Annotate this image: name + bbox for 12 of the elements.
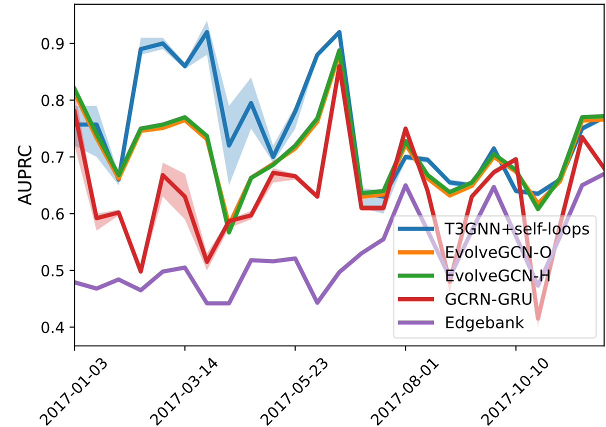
y-tick-label: 0.8 bbox=[42, 94, 64, 106]
y-tick-label: 0.9 bbox=[42, 38, 64, 50]
legend-label: EvolveGCN-H bbox=[446, 269, 550, 282]
legend-label: Edgebank bbox=[446, 316, 524, 332]
y-tick-label: 0.4 bbox=[42, 322, 64, 334]
y-axis-title: AUPRC bbox=[18, 146, 32, 206]
legend-label: EvolveGCN-O bbox=[446, 246, 552, 258]
legend-label: GCRN-GRU bbox=[446, 292, 532, 305]
y-tick-label: 0.6 bbox=[42, 208, 64, 220]
y-tick-label: 0.5 bbox=[42, 264, 64, 276]
y-tick-label: 0.7 bbox=[42, 151, 64, 163]
legend-label: T3GNN+self-loops bbox=[444, 222, 590, 238]
